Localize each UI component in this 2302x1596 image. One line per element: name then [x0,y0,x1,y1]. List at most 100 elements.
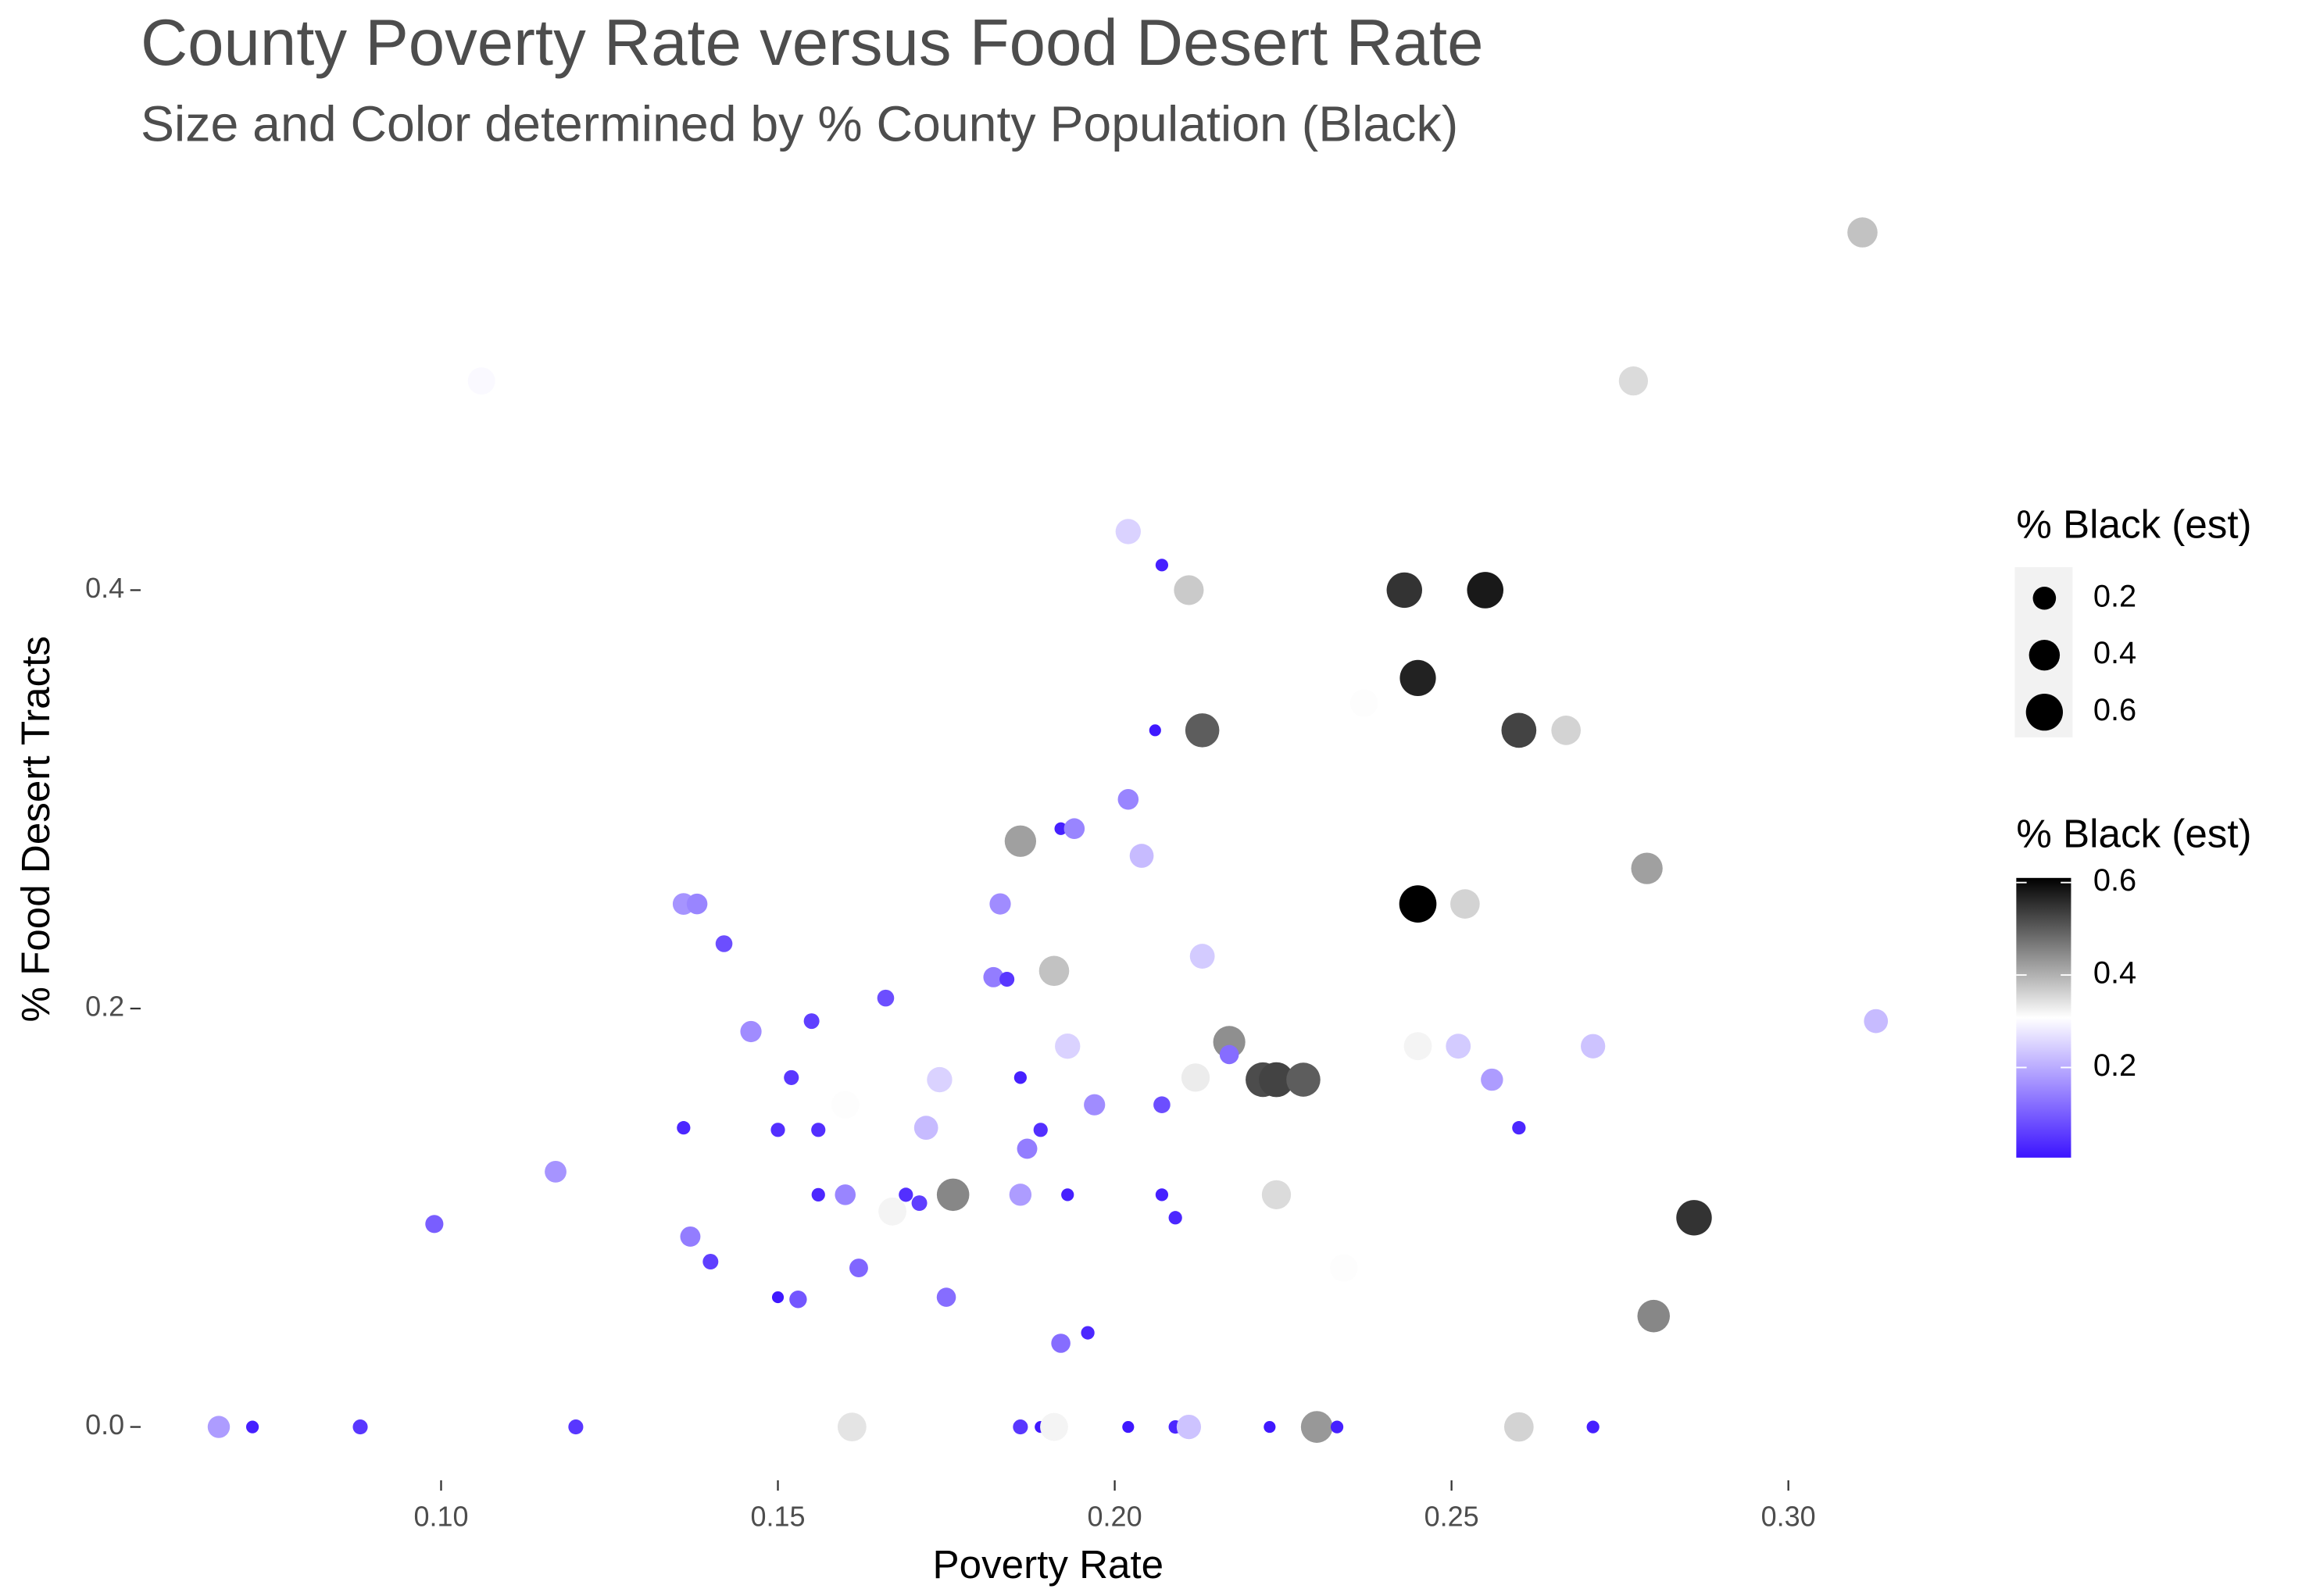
color-legend-label: 0.6 [2093,863,2136,898]
point [831,1091,860,1119]
point [1219,1044,1239,1065]
size-legend-label: 0.6 [2093,693,2136,727]
point [352,1419,368,1435]
point [1349,689,1378,717]
y-tick-label: 0.4 [85,572,124,604]
size-legend-key [2025,693,2063,731]
point [1122,1421,1135,1434]
point [1040,1412,1068,1441]
chart-subtitle: Size and Color determined by % County Po… [141,95,1458,152]
point [936,1178,970,1212]
point [1168,1211,1182,1225]
point [1403,1032,1432,1061]
point [877,989,895,1007]
point [835,1184,856,1205]
point [1051,1334,1071,1353]
point [715,935,733,952]
point [1503,1412,1534,1442]
point [784,1069,799,1085]
point [467,367,495,395]
point [425,1215,444,1234]
point [1386,572,1423,609]
point [245,1420,259,1434]
point [1084,1094,1106,1116]
point [1676,1200,1712,1236]
point [1467,572,1504,609]
point [911,1195,928,1212]
point [545,1160,567,1183]
point [811,1123,826,1137]
point [1259,1062,1294,1098]
point [1054,822,1067,835]
point [1446,1034,1471,1059]
point [1063,818,1085,839]
chart-title: County Poverty Rate versus Food Desert R… [141,6,1484,79]
point [1155,1188,1169,1201]
point [936,1287,956,1307]
y-axis-title: % Food Desert Tracts [13,636,58,1023]
point [1189,944,1215,969]
point [1330,1420,1344,1434]
point [207,1416,231,1438]
y-tick-label: 0.2 [85,991,124,1023]
point [1061,1188,1074,1201]
point [702,1254,719,1270]
x-tick-label: 0.15 [751,1501,806,1533]
point [989,893,1011,915]
size-legend-key [2029,639,2061,671]
point [1153,1096,1171,1114]
point [999,971,1015,987]
color-legend-title: % Black (est) [2016,811,2251,855]
point [1155,559,1169,572]
point [1149,724,1161,737]
point [1399,885,1437,923]
size-legend-title: % Black (est) [2016,502,2251,546]
point [677,1121,691,1135]
point [770,1123,785,1137]
color-bar [2016,877,2071,1158]
point [1033,1123,1048,1137]
point [878,1197,906,1226]
point [1581,1034,1606,1059]
x-tick-label: 0.20 [1088,1501,1142,1533]
point [1631,852,1663,884]
point [1586,1420,1600,1434]
point [1055,1034,1081,1059]
point [1300,1411,1333,1443]
x-axis-title: Poverty Rate [933,1542,1164,1587]
x-tick-label: 0.25 [1424,1501,1479,1533]
point [1129,844,1154,868]
point [1264,1421,1276,1434]
point [1637,1299,1671,1333]
x-tick-label: 0.10 [413,1501,468,1533]
point [1017,1138,1038,1159]
size-legend-label: 0.2 [2093,579,2136,613]
point [1004,825,1037,857]
point [1181,1063,1210,1092]
point [1618,366,1649,396]
point [1847,217,1878,248]
point [1117,788,1139,810]
point [1013,1071,1027,1084]
point [680,1226,701,1247]
point [789,1291,807,1309]
point [1399,659,1436,697]
point [1512,1121,1526,1135]
point [803,1013,820,1030]
point [913,1116,938,1141]
point [1081,1326,1095,1340]
point [1551,716,1582,745]
point [1115,519,1141,544]
point [811,1187,825,1201]
size-legend-key [2032,586,2057,610]
point [740,1020,762,1043]
y-tick-label: 0.0 [85,1409,124,1441]
point [568,1419,584,1435]
point [1261,1180,1292,1209]
point [1176,1414,1202,1440]
point [1864,1009,1889,1034]
point [1174,575,1204,605]
